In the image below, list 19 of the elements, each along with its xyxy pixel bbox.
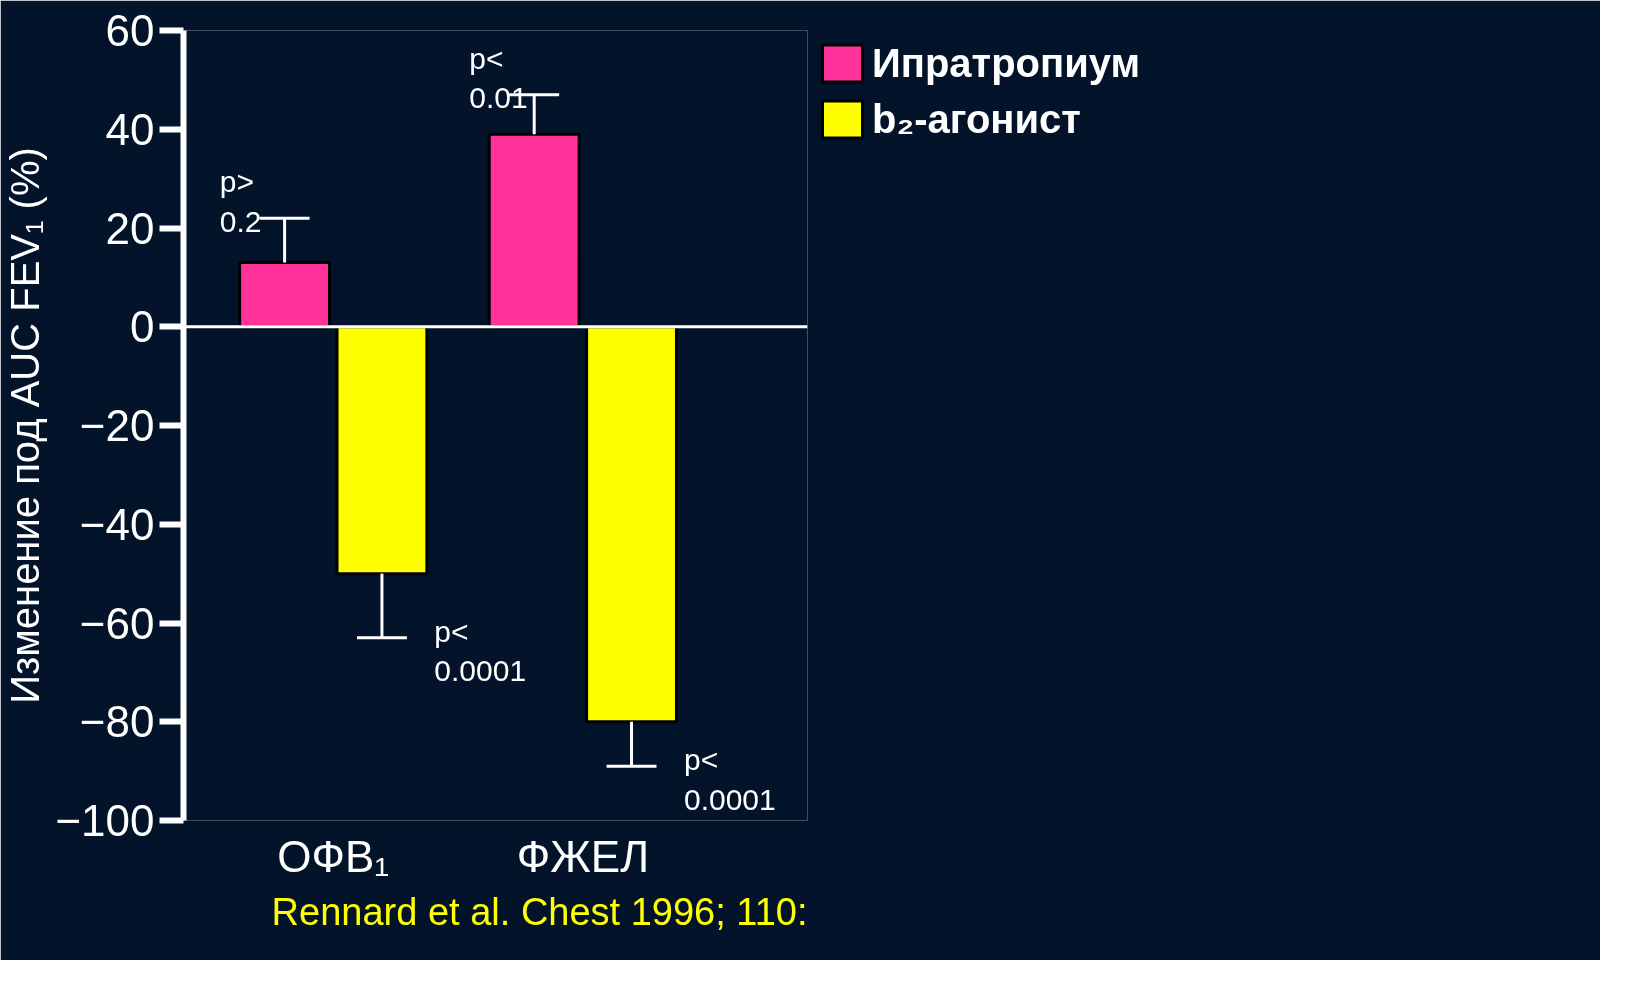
y-tick-label: −20 [79, 401, 155, 450]
x-tick-label: ОФВ₁ [277, 831, 390, 881]
legend-label: Ипратропиум [872, 40, 1141, 86]
y-tick-label: 0 [130, 302, 155, 352]
y-tick-label: −100 [55, 796, 155, 845]
y-axis-title: Изменение под AUC FEV₁ (%) [3, 147, 48, 704]
text: Rennard et al. Chest 1996; 110: [271, 890, 808, 933]
x-tick-label: ФЖЕЛ [516, 831, 650, 881]
annotation: p< 0.01 [469, 41, 528, 115]
y-tick-label: −40 [79, 499, 155, 549]
annotation: p< 0.0001 [434, 614, 527, 688]
annotation: p< 0.0001 [683, 742, 776, 816]
annotation: p> 0.2 [219, 165, 262, 238]
y-tick-label: 20 [105, 203, 155, 253]
y-tick-label: −60 [79, 598, 155, 648]
y-tick-label: 60 [105, 6, 155, 55]
y-tick-label: 40 [105, 104, 155, 154]
legend-label: b₂-агонист [872, 96, 1081, 142]
y-tick-label: −80 [79, 697, 155, 747]
